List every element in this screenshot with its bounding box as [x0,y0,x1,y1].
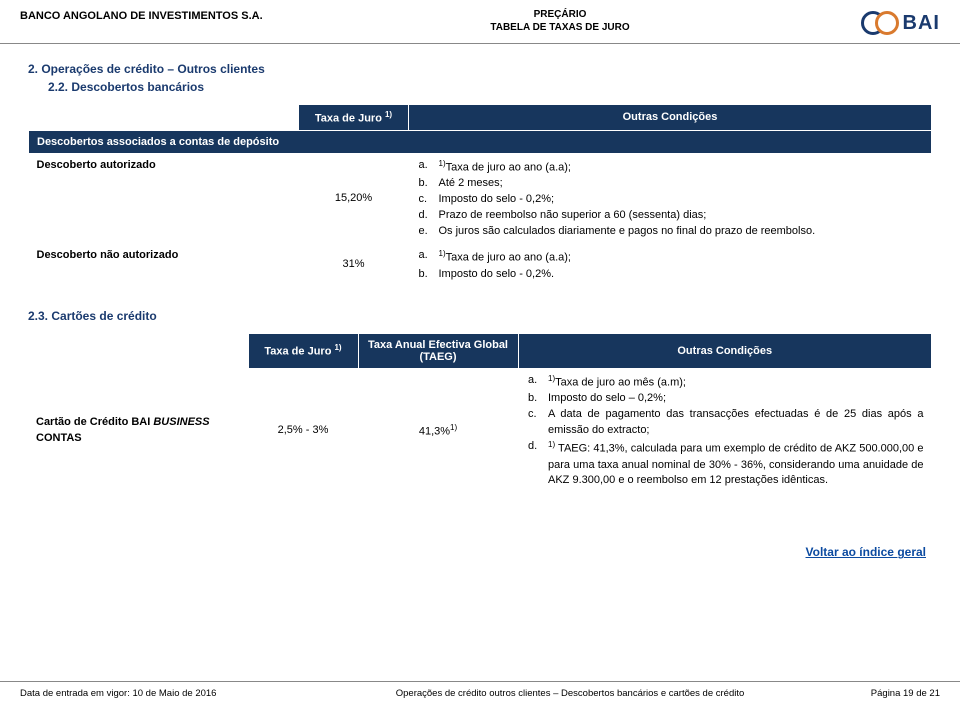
col-taxa-juro: Taxa de Juro 1) [299,105,409,131]
col-rate-23-text: Taxa de Juro [264,346,334,358]
condition-line: d.1) TAEG: 41,3%, calculada para um exem… [528,439,924,489]
section-2-title: 2. Operações de crédito – Outros cliente… [28,62,932,76]
bai-logo: BAI [820,6,940,40]
col-cond-23: Outras Condições [518,333,932,368]
row-label-autorizado: Descoberto autorizado [29,153,299,244]
taeg-value: 41,3% [419,425,450,437]
link-voltar-indice[interactable]: Voltar ao índice geral [806,545,926,559]
condition-letter: c. [419,192,431,208]
row-label-nao-autorizado: Descoberto não autorizado [29,244,299,287]
condition-line: a. 1)Taxa de juro ao ano (a.a); [419,248,924,267]
page-footer: Data de entrada em vigor: 10 de Maio de … [0,681,960,705]
table-row: Cartão de Crédito BAI BUSINESS CONTAS 2,… [28,368,932,493]
condition-letter: c. [528,407,540,439]
bank-name: BANCO ANGOLANO DE INVESTIMENTOS S.A. [20,6,300,22]
condition-letter: b. [528,391,540,407]
table-descobertos: Taxa de Juro 1) Outras Condições Descobe… [28,104,932,287]
cond-cartao: a. 1)Taxa de juro ao mês (a.m); b. Imposto … [518,368,932,493]
col-outras-condicoes: Outras Condições [409,105,932,131]
condition-line: b. Imposto do selo – 0,2%; [528,391,924,407]
logo-rings-icon [861,11,899,35]
doc-title: PREÇÁRIO TABELA DE TAXAS DE JURO [490,6,629,34]
condition-line: b. Até 2 meses; [419,176,924,192]
page-header: BANCO ANGOLANO DE INVESTIMENTOS S.A. PRE… [0,0,960,44]
condition-text: Imposto do selo – 0,2%; [548,391,666,407]
cartao-label-3: CONTAS [36,432,82,444]
condition-text: Os juros são calculados diariamente e pa… [439,224,816,240]
rate-nao-autorizado: 31% [299,244,409,287]
col-rate-sup: 1) [385,110,392,119]
taeg-sup: 1) [450,423,457,432]
condition-letter: e. [419,224,431,240]
condition-line: a. 1)Taxa de juro ao mês (a.m); [528,373,924,392]
condition-line: d. Prazo de reembolso não superior a 60 (… [419,208,924,224]
condition-text: Até 2 meses; [439,176,503,192]
condition-text: 1)Taxa de juro ao ano (a.a); [439,158,571,177]
condition-text: Imposto do selo - 0,2%; [439,192,555,208]
condition-line: b. Imposto do selo - 0,2%. [419,267,924,283]
doc-title-1: PREÇÁRIO [490,8,629,21]
condition-text: 1)Taxa de juro ao ano (a.a); [439,248,571,267]
footer-section: Operações de crédito outros clientes – D… [320,688,820,699]
row-header-descobertos: Descobertos associados a contas de depós… [29,130,932,153]
section-23-title: 2.3. Cartões de crédito [28,309,932,323]
condition-letter: a. [528,373,540,392]
condition-text: 1)Taxa de juro ao mês (a.m); [548,373,686,392]
condition-line: c. Imposto do selo - 0,2%; [419,192,924,208]
condition-letter: d. [528,439,540,489]
cartao-label-italic: BUSINESS [153,416,209,428]
section-22-title: 2.2. Descobertos bancários [48,80,932,94]
col-rate-23-sup: 1) [334,343,341,352]
rate-autorizado: 15,20% [299,153,409,244]
taeg-cartao: 41,3%1) [358,368,518,493]
cond-autorizado: a. 1)Taxa de juro ao ano (a.a); b. Até 2 me… [409,153,932,244]
condition-line: a. 1)Taxa de juro ao ano (a.a); [419,158,924,177]
condition-letter: a. [419,248,431,267]
condition-letter: b. [419,176,431,192]
table-cartoes: Taxa de Juro 1) Taxa Anual Efectiva Glob… [28,333,932,494]
condition-letter: d. [419,208,431,224]
footer-page: Página 19 de 21 [820,688,940,699]
condition-letter: b. [419,267,431,283]
condition-text: A data de pagamento das transacções efec… [548,407,924,439]
condition-text: 1) TAEG: 41,3%, calculada para um exempl… [548,439,924,489]
cond-nao-autorizado: a. 1)Taxa de juro ao ano (a.a); b. Imposto … [409,244,932,287]
col-taxa-juro-23: Taxa de Juro 1) [248,333,358,368]
rate-cartao: 2,5% - 3% [248,368,358,493]
footer-date: Data de entrada em vigor: 10 de Maio de … [20,688,320,699]
condition-text: Prazo de reembolso não superior a 60 (se… [439,208,707,224]
condition-line: c.A data de pagamento das transacções ef… [528,407,924,439]
col-taeg: Taxa Anual Efectiva Global (TAEG) [358,333,518,368]
row-label-cartao: Cartão de Crédito BAI BUSINESS CONTAS [28,368,248,493]
table-row: Descoberto não autorizado 31% a. 1)Taxa d… [29,244,932,287]
cartao-label-1: Cartão de Crédito BAI [36,416,153,428]
condition-letter: a. [419,158,431,177]
page-content: 2. Operações de crédito – Outros cliente… [0,44,960,493]
doc-title-2: TABELA DE TAXAS DE JURO [490,21,629,34]
condition-text: Imposto do selo - 0,2%. [439,267,555,283]
col-rate-text: Taxa de Juro [315,113,385,125]
table-row: Descoberto autorizado 15,20% a. 1)Taxa de… [29,153,932,244]
condition-line: e. Os juros são calculados diariamente e … [419,224,924,240]
logo-text: BAI [903,12,940,35]
